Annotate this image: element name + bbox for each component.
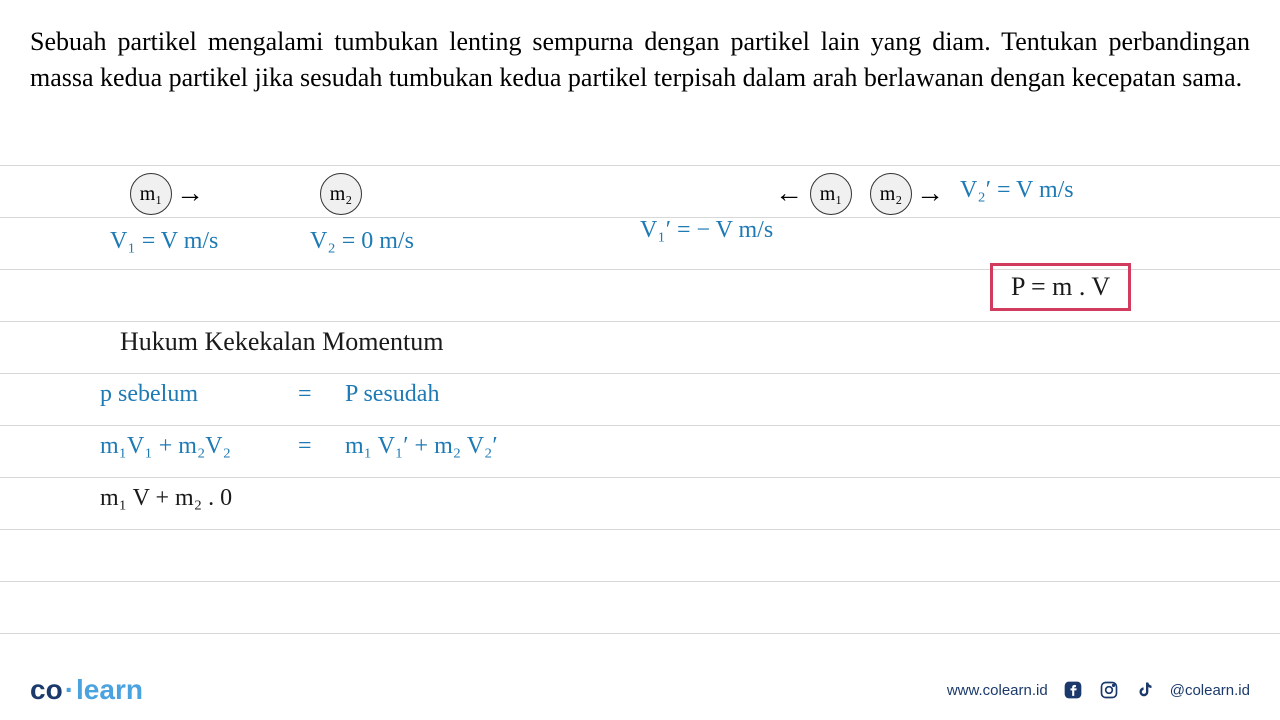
work-line-3-left: m₁V₁ + m₂V₂ [100,433,231,460]
work-line-3-right: m₁ V₁′ + m₂ V₂′ [345,433,498,460]
ruled-line [0,165,1280,166]
ruled-line [0,633,1280,634]
work-line-4: m₁ V + m₂ . 0 [100,485,232,512]
work-line-3-eq: = [298,433,312,460]
logo-learn: learn [76,674,143,705]
question-text: Sebuah partikel mengalami tumbukan lenti… [0,0,1280,107]
v2-after: V₂′ = V m/s [960,177,1074,204]
footer: co·learn www.colearn.id @colearn.id [0,660,1280,720]
work-line-2-left: p sebelum [100,381,198,408]
logo-dot: · [65,674,74,705]
particle-m2-after: m₂ [870,173,912,215]
logo-co: co [30,674,63,705]
arrow-right-icon: → [176,177,204,209]
work-line-1: Hukum Kekekalan Momentum [120,327,444,357]
tiktok-icon [1134,679,1156,701]
footer-right: www.colearn.id @colearn.id [947,679,1250,701]
ruled-line [0,477,1280,478]
website-url: www.colearn.id [947,682,1048,699]
social-handle: @colearn.id [1170,682,1250,699]
work-line-2-eq: = [298,381,312,408]
ruled-line [0,529,1280,530]
arrow-left-icon: ← [775,177,803,209]
formula-box: P = m . V [990,263,1131,311]
v2-before: V₂ = 0 m/s [310,228,414,255]
ruled-line [0,321,1280,322]
ruled-line [0,373,1280,374]
instagram-icon [1098,679,1120,701]
work-area: m₁ → m₂ V₁ = V m/s V₂ = 0 m/s ← m₁ m₂ → … [0,155,1280,660]
particle-m1-after: m₁ [810,173,852,215]
v1-before: V₁ = V m/s [110,228,218,255]
arrow-right-icon: → [916,177,944,209]
v1-after: V₁′ = − V m/s [640,217,773,244]
ruled-line [0,581,1280,582]
ruled-line [0,425,1280,426]
facebook-icon [1062,679,1084,701]
work-line-2-right: P sesudah [345,381,439,408]
logo: co·learn [30,674,143,706]
particle-m1-before: m₁ [130,173,172,215]
particle-m2-before: m₂ [320,173,362,215]
